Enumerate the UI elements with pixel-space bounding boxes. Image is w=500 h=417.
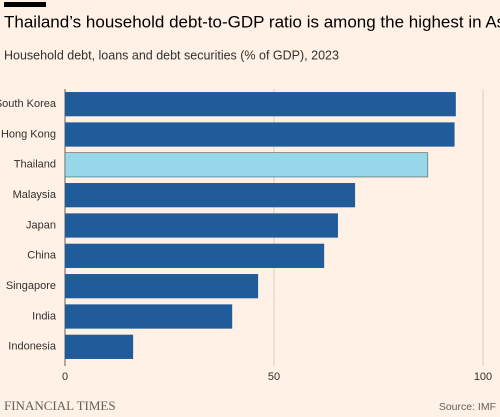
x-tick-label: 100 — [474, 371, 492, 383]
chart-title: Thailand’s household debt-to-GDP ratio i… — [4, 12, 500, 31]
y-tick-label: Japan — [26, 219, 56, 231]
bar — [65, 274, 259, 299]
bar — [65, 92, 456, 117]
bar — [65, 334, 134, 359]
y-tick-label: Malaysia — [13, 189, 57, 201]
y-tick-label: China — [27, 250, 57, 262]
bar — [65, 243, 325, 268]
source: Source: IMF — [439, 401, 496, 413]
bar — [65, 213, 338, 238]
bar — [65, 183, 356, 208]
y-tick-label: Singapore — [6, 280, 56, 292]
bar — [64, 152, 429, 178]
bar — [65, 304, 233, 329]
brand: FINANCIAL TIMES — [4, 398, 116, 413]
y-tick-label: Hong Kong — [1, 128, 56, 140]
x-tick-label: 50 — [268, 371, 280, 383]
ft-bar — [4, 2, 46, 7]
x-tick-label: 0 — [62, 371, 68, 383]
y-tick-label: Thailand — [14, 159, 56, 171]
y-tick-label: India — [32, 310, 57, 322]
bar — [65, 122, 455, 147]
chart-subtitle: Household debt, loans and debt securitie… — [4, 48, 339, 62]
y-tick-label: Indonesia — [8, 341, 57, 353]
y-tick-label: South Korea — [0, 98, 57, 110]
